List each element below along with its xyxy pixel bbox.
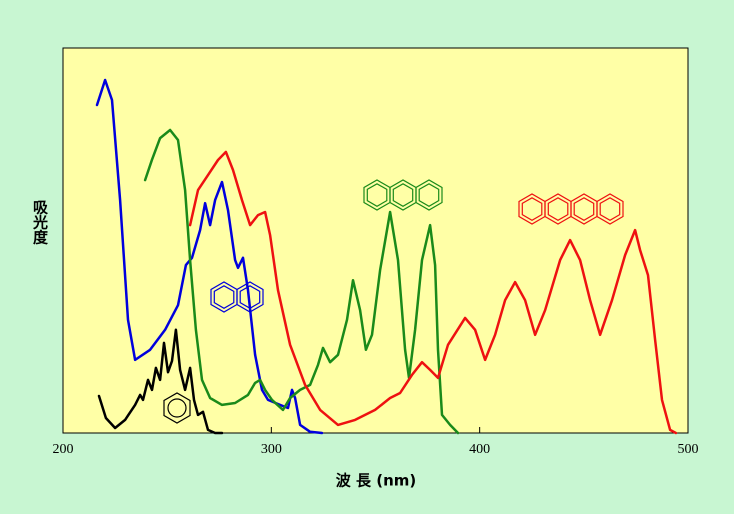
ring-inner xyxy=(418,183,440,207)
x-axis-label: 波 長 (nm) xyxy=(336,472,416,490)
plot-area xyxy=(62,47,689,434)
x-tick-label: 200 xyxy=(53,442,74,457)
y-axis-label: 吸光度 xyxy=(31,200,49,246)
ring-inner xyxy=(573,197,595,221)
ring-inner xyxy=(547,197,569,221)
ring xyxy=(415,179,443,211)
ring-inner xyxy=(213,285,235,309)
ring-circle xyxy=(167,398,187,418)
x-tick-label: 500 xyxy=(678,442,699,457)
ring xyxy=(596,193,624,225)
ring-inner xyxy=(521,197,543,221)
molecule-structures xyxy=(163,179,624,424)
x-tick-label: 300 xyxy=(261,442,282,457)
spectrum-line xyxy=(143,128,460,435)
ring-inner xyxy=(366,183,388,207)
spectrum-line xyxy=(95,78,324,435)
ring-inner xyxy=(392,183,414,207)
x-tick-label: 400 xyxy=(469,442,490,457)
ring xyxy=(163,392,191,424)
spectrum-line xyxy=(188,150,678,435)
spectrum-line xyxy=(97,328,224,435)
ring-inner xyxy=(599,197,621,221)
